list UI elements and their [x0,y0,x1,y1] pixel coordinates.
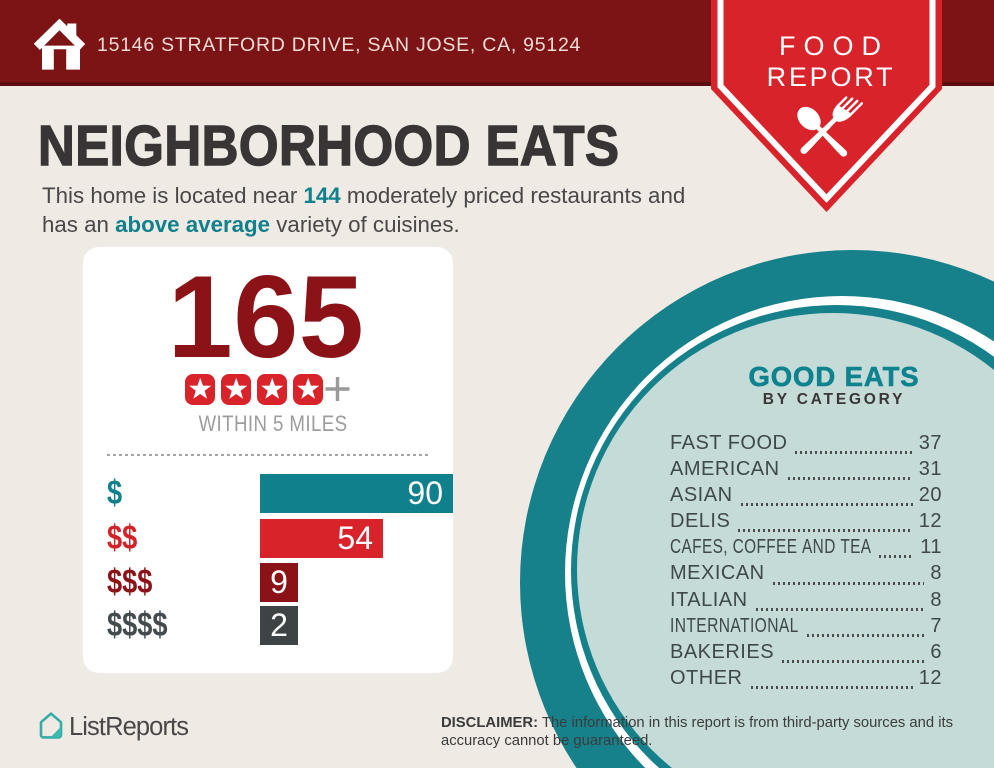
svg-text:REPORT: REPORT [767,62,896,92]
svg-text:FOOD: FOOD [779,31,889,61]
